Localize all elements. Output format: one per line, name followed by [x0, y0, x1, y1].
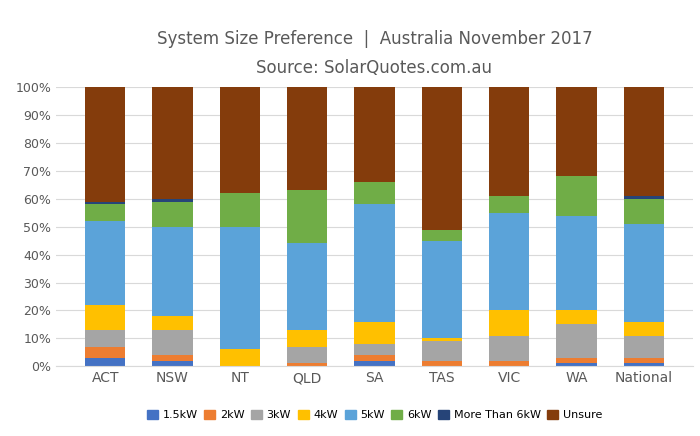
Bar — [489, 310, 529, 336]
Bar — [489, 336, 529, 361]
Bar — [153, 330, 192, 355]
Bar — [421, 241, 462, 338]
Bar — [287, 330, 328, 347]
Bar — [153, 355, 192, 361]
Bar — [287, 243, 328, 330]
Bar — [153, 227, 192, 316]
Bar — [624, 336, 664, 358]
Bar — [556, 177, 596, 215]
Bar — [85, 204, 125, 221]
Bar — [85, 330, 125, 347]
Bar — [354, 87, 395, 182]
Bar — [354, 361, 395, 366]
Bar — [85, 87, 125, 201]
Bar — [421, 229, 462, 241]
Bar — [489, 213, 529, 310]
Bar — [556, 87, 596, 177]
Bar — [489, 361, 529, 366]
Bar — [489, 87, 529, 196]
Bar — [85, 347, 125, 358]
Title: System Size Preference  |  Australia November 2017
Source: SolarQuotes.com.au: System Size Preference | Australia Novem… — [157, 30, 592, 77]
Bar — [220, 87, 260, 193]
Bar — [556, 310, 596, 324]
Bar — [287, 87, 328, 191]
Bar — [624, 87, 664, 196]
Bar — [153, 87, 192, 199]
Bar — [624, 224, 664, 322]
Bar — [85, 358, 125, 366]
Bar — [354, 204, 395, 322]
Bar — [220, 227, 260, 350]
Bar — [354, 355, 395, 361]
Bar — [287, 364, 328, 366]
Bar — [421, 361, 462, 366]
Bar — [85, 201, 125, 204]
Bar — [624, 196, 664, 199]
Bar — [220, 193, 260, 227]
Bar — [624, 364, 664, 366]
Bar — [153, 316, 192, 330]
Bar — [354, 322, 395, 344]
Bar — [624, 358, 664, 364]
Bar — [556, 358, 596, 364]
Bar — [85, 305, 125, 330]
Bar — [421, 338, 462, 341]
Bar — [489, 196, 529, 213]
Bar — [421, 87, 462, 229]
Bar — [287, 191, 328, 243]
Bar — [287, 347, 328, 364]
Bar — [354, 182, 395, 204]
Bar — [153, 199, 192, 201]
Bar — [556, 215, 596, 310]
Bar — [624, 199, 664, 224]
Bar — [220, 350, 260, 366]
Bar — [354, 344, 395, 355]
Bar — [153, 201, 192, 227]
Bar — [556, 364, 596, 366]
Bar — [421, 341, 462, 361]
Legend: 1.5kW, 2kW, 3kW, 4kW, 5kW, 6kW, More Than 6kW, Unsure: 1.5kW, 2kW, 3kW, 4kW, 5kW, 6kW, More Tha… — [142, 405, 607, 425]
Bar — [153, 361, 192, 366]
Bar — [85, 221, 125, 305]
Bar — [556, 324, 596, 358]
Bar — [624, 322, 664, 336]
